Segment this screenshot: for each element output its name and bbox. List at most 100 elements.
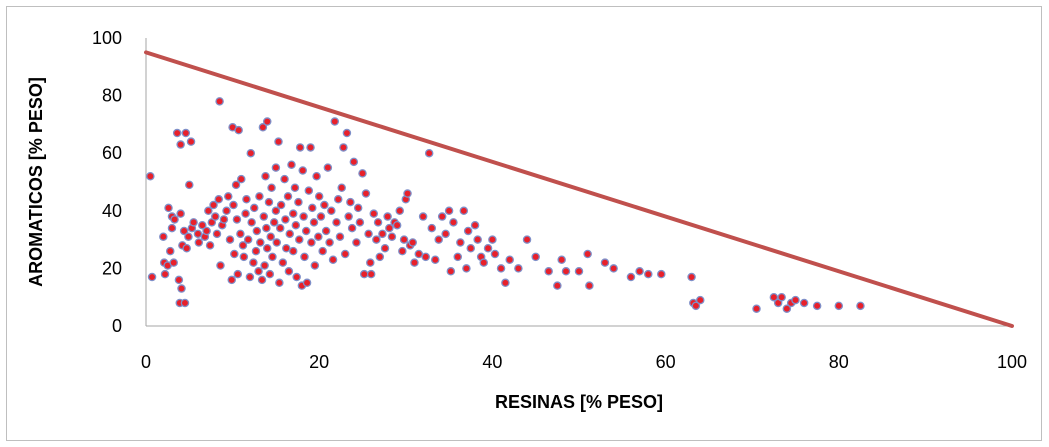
data-point	[505, 255, 514, 265]
data-point	[410, 258, 419, 267]
data-point	[181, 128, 191, 138]
data-point	[167, 223, 177, 233]
data-point	[316, 212, 326, 221]
data-point	[258, 123, 268, 132]
data-point	[300, 252, 309, 262]
data-point	[307, 238, 316, 247]
data-point	[222, 206, 231, 216]
data-point	[323, 163, 333, 172]
data-point	[176, 209, 185, 218]
x-tick-label: 0	[141, 352, 151, 372]
data-point	[392, 220, 402, 230]
data-point	[441, 229, 450, 239]
data-point	[437, 212, 447, 221]
data-points	[146, 97, 865, 313]
data-point	[585, 281, 594, 290]
data-point	[159, 232, 168, 241]
data-point	[318, 246, 327, 256]
data-point	[224, 192, 233, 201]
data-point	[180, 298, 190, 308]
data-point	[424, 148, 434, 158]
data-point	[421, 252, 430, 262]
data-point	[366, 258, 375, 267]
data-point	[202, 226, 211, 236]
data-point	[287, 160, 296, 169]
data-point	[247, 218, 256, 227]
data-point	[299, 212, 308, 221]
y-tick-labels: 0 20 40 60 80 100	[92, 28, 122, 336]
data-point	[215, 97, 224, 106]
data-point	[364, 229, 373, 239]
y-axis-title: AROMATICOS [% PESO]	[26, 77, 46, 287]
data-point	[230, 249, 239, 259]
data-point	[251, 246, 261, 256]
data-point	[398, 246, 407, 256]
data-point	[234, 125, 243, 135]
data-point	[245, 272, 255, 282]
data-point	[236, 229, 245, 239]
data-point	[344, 212, 353, 221]
trend-line	[144, 50, 1014, 328]
data-point	[609, 264, 618, 273]
data-point	[170, 215, 179, 224]
data-point	[325, 238, 334, 247]
x-axis-title: RESINAS [% PESO]	[495, 392, 663, 412]
data-point	[561, 267, 571, 276]
x-tick-label: 40	[482, 352, 502, 372]
x-tick-label: 80	[829, 352, 849, 372]
data-point	[483, 243, 493, 253]
data-point	[752, 304, 761, 313]
data-point	[267, 183, 276, 193]
data-point	[229, 200, 238, 210]
data-point	[219, 215, 229, 224]
data-point	[449, 218, 458, 227]
data-point	[320, 200, 329, 210]
data-point	[626, 272, 636, 282]
data-point	[269, 218, 279, 227]
data-point	[434, 235, 443, 244]
data-point	[444, 206, 454, 216]
data-point	[257, 275, 267, 285]
data-point	[246, 148, 256, 158]
data-point	[312, 171, 321, 181]
data-point	[531, 252, 540, 262]
data-point	[366, 269, 376, 279]
data-point	[463, 226, 473, 236]
data-point	[339, 143, 348, 152]
data-point	[238, 241, 248, 250]
data-point	[271, 206, 281, 216]
data-point	[359, 269, 369, 279]
data-point	[346, 197, 355, 207]
data-point	[349, 157, 359, 167]
data-point	[314, 232, 323, 241]
data-point	[295, 143, 305, 152]
data-point	[266, 232, 275, 241]
x-tick-label: 60	[656, 352, 676, 372]
data-point	[403, 189, 412, 198]
data-point	[288, 209, 298, 218]
y-tick-label: 60	[102, 143, 122, 163]
data-point	[301, 226, 311, 236]
data-point	[418, 212, 428, 221]
data-point	[395, 206, 404, 216]
y-tick-label: 20	[102, 258, 122, 278]
data-point	[225, 235, 235, 244]
data-point	[260, 261, 269, 270]
y-tick-label: 80	[102, 86, 122, 106]
data-point	[446, 267, 456, 276]
data-point	[309, 218, 319, 227]
data-point	[488, 235, 497, 244]
data-point	[265, 269, 275, 279]
data-point	[204, 206, 213, 216]
data-point	[295, 235, 304, 244]
data-point	[328, 255, 338, 265]
data-point	[327, 206, 336, 216]
data-point	[182, 243, 191, 253]
data-point	[361, 189, 371, 198]
data-point	[212, 229, 222, 239]
data-point	[635, 267, 644, 276]
data-point	[198, 220, 207, 230]
data-point	[856, 301, 865, 311]
data-point	[414, 249, 424, 259]
x-tick-labels: 0 20 40 60 80 100	[141, 352, 1027, 372]
